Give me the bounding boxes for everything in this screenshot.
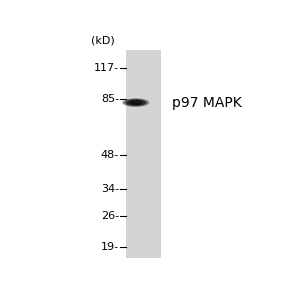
Text: (kD): (kD) bbox=[91, 36, 115, 46]
Text: 117-: 117- bbox=[94, 63, 119, 73]
Text: 19-: 19- bbox=[101, 242, 119, 252]
Ellipse shape bbox=[131, 101, 140, 104]
Text: 34-: 34- bbox=[101, 184, 119, 194]
FancyBboxPatch shape bbox=[126, 50, 161, 258]
Ellipse shape bbox=[122, 98, 150, 107]
Text: 26-: 26- bbox=[101, 211, 119, 221]
Text: 48-: 48- bbox=[100, 150, 119, 161]
Text: p97 MAPK: p97 MAPK bbox=[172, 96, 242, 110]
Ellipse shape bbox=[128, 100, 143, 105]
Text: 85-: 85- bbox=[101, 94, 119, 104]
Ellipse shape bbox=[126, 99, 146, 106]
Ellipse shape bbox=[124, 99, 148, 106]
